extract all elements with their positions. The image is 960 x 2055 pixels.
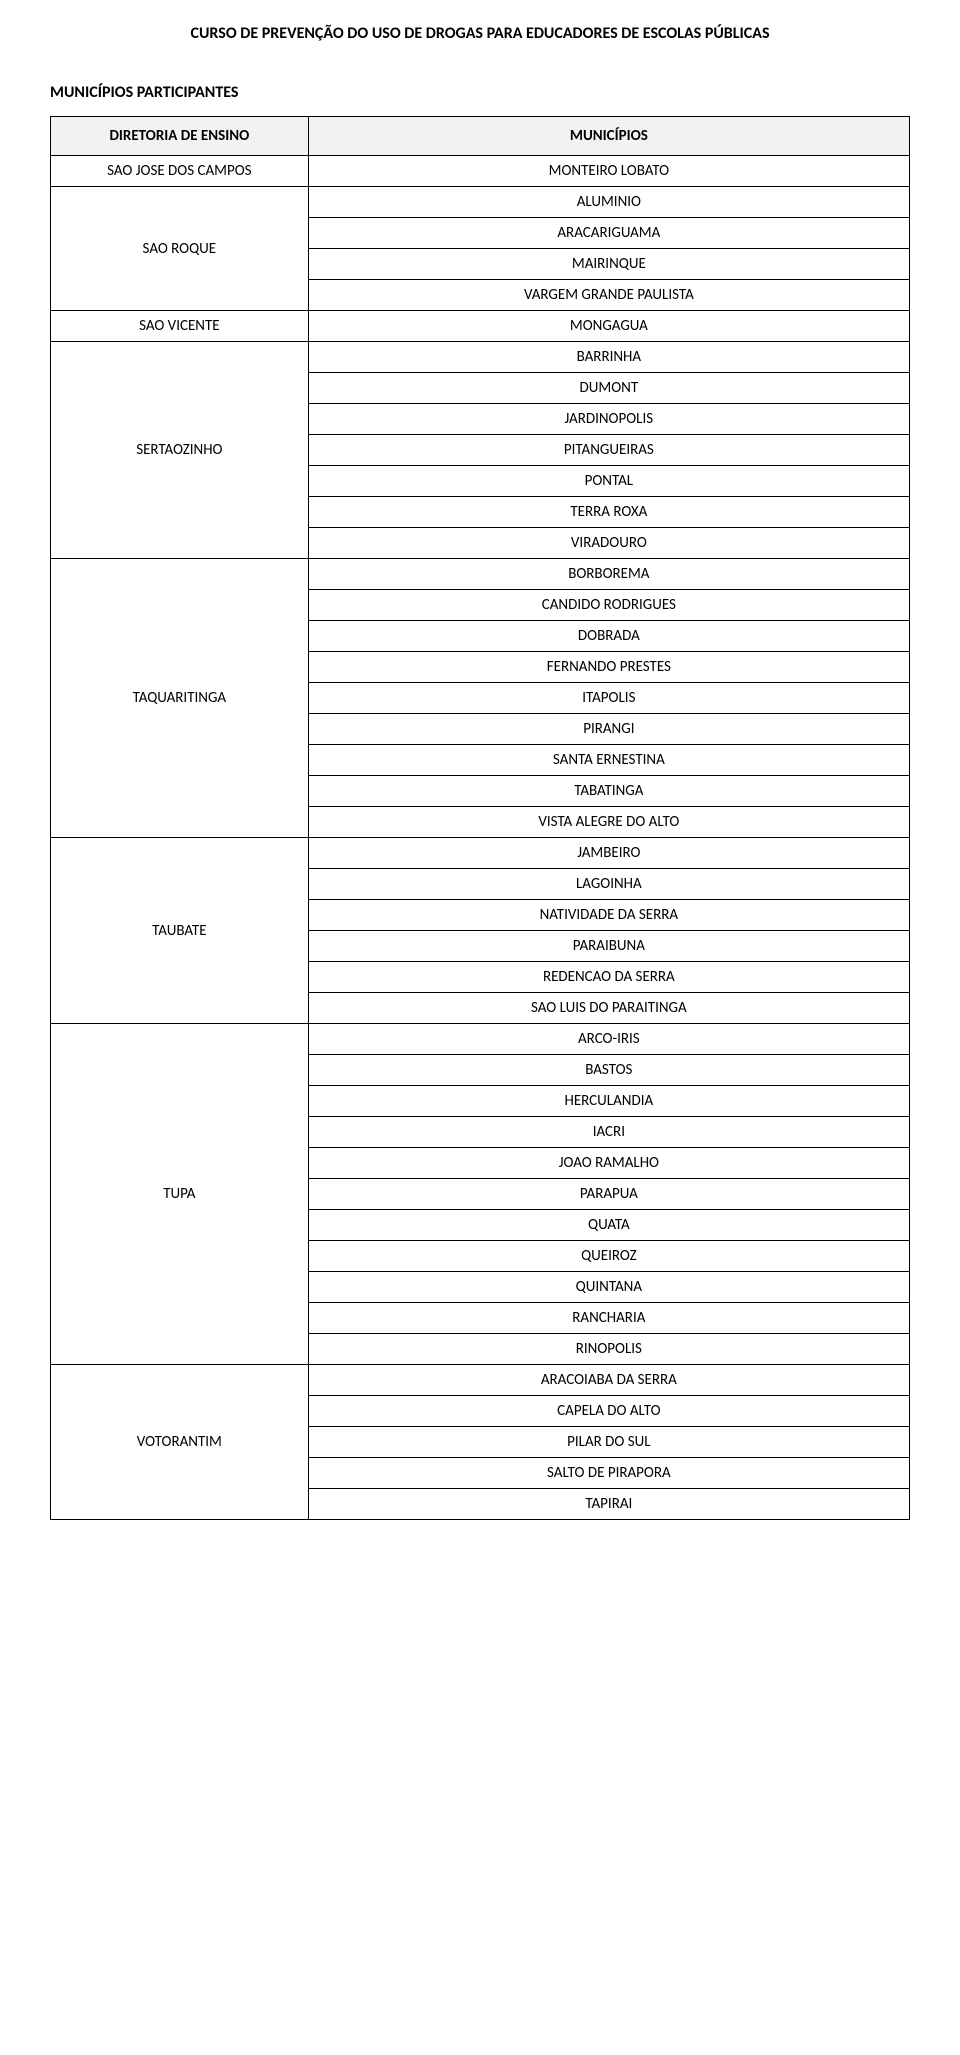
table-header-row: DIRETORIA DE ENSINO MUNICÍPIOS bbox=[51, 117, 910, 156]
diretoria-cell: SAO VICENTE bbox=[51, 311, 309, 342]
municipio-cell: JAMBEIRO bbox=[308, 838, 909, 869]
table-row: SAO ROQUEALUMINIO bbox=[51, 187, 910, 218]
municipio-cell: VIRADOURO bbox=[308, 528, 909, 559]
municipio-cell: TERRA ROXA bbox=[308, 497, 909, 528]
municipios-table: DIRETORIA DE ENSINO MUNICÍPIOS SAO JOSE … bbox=[50, 116, 910, 1520]
municipio-cell: IACRI bbox=[308, 1117, 909, 1148]
municipio-cell: PONTAL bbox=[308, 466, 909, 497]
diretoria-cell: SERTAOZINHO bbox=[51, 342, 309, 559]
diretoria-cell: TAQUARITINGA bbox=[51, 559, 309, 838]
municipio-cell: VISTA ALEGRE DO ALTO bbox=[308, 807, 909, 838]
table-row: SERTAOZINHOBARRINHA bbox=[51, 342, 910, 373]
municipio-cell: BASTOS bbox=[308, 1055, 909, 1086]
diretoria-cell: TUPA bbox=[51, 1024, 309, 1365]
municipio-cell: RANCHARIA bbox=[308, 1303, 909, 1334]
municipio-cell: TAPIRAI bbox=[308, 1489, 909, 1520]
municipio-cell: JARDINOPOLIS bbox=[308, 404, 909, 435]
header-municipios: MUNICÍPIOS bbox=[308, 117, 909, 156]
municipio-cell: DOBRADA bbox=[308, 621, 909, 652]
municipio-cell: SALTO DE PIRAPORA bbox=[308, 1458, 909, 1489]
municipio-cell: PILAR DO SUL bbox=[308, 1427, 909, 1458]
municipio-cell: MONTEIRO LOBATO bbox=[308, 156, 909, 187]
table-row: VOTORANTIMARACOIABA DA SERRA bbox=[51, 1365, 910, 1396]
municipio-cell: CAPELA DO ALTO bbox=[308, 1396, 909, 1427]
municipio-cell: QUATA bbox=[308, 1210, 909, 1241]
municipio-cell: LAGOINHA bbox=[308, 869, 909, 900]
page: CURSO DE PREVENÇÃO DO USO DE DROGAS PARA… bbox=[0, 0, 960, 1560]
municipio-cell: PIRANGI bbox=[308, 714, 909, 745]
diretoria-cell: SAO ROQUE bbox=[51, 187, 309, 311]
municipio-cell: QUINTANA bbox=[308, 1272, 909, 1303]
municipio-cell: SAO LUIS DO PARAITINGA bbox=[308, 993, 909, 1024]
diretoria-cell: VOTORANTIM bbox=[51, 1365, 309, 1520]
municipio-cell: VARGEM GRANDE PAULISTA bbox=[308, 280, 909, 311]
municipio-cell: BARRINHA bbox=[308, 342, 909, 373]
table-row: SAO VICENTEMONGAGUA bbox=[51, 311, 910, 342]
municipio-cell: NATIVIDADE DA SERRA bbox=[308, 900, 909, 931]
municipio-cell: PITANGUEIRAS bbox=[308, 435, 909, 466]
municipio-cell: MONGAGUA bbox=[308, 311, 909, 342]
municipio-cell: SANTA ERNESTINA bbox=[308, 745, 909, 776]
municipio-cell: ALUMINIO bbox=[308, 187, 909, 218]
table-row: TAQUARITINGABORBOREMA bbox=[51, 559, 910, 590]
header-diretoria: DIRETORIA DE ENSINO bbox=[51, 117, 309, 156]
municipio-cell: QUEIROZ bbox=[308, 1241, 909, 1272]
diretoria-cell: SAO JOSE DOS CAMPOS bbox=[51, 156, 309, 187]
municipio-cell: TABATINGA bbox=[308, 776, 909, 807]
table-row: TUPAARCO-IRIS bbox=[51, 1024, 910, 1055]
municipio-cell: BORBOREMA bbox=[308, 559, 909, 590]
municipio-cell: MAIRINQUE bbox=[308, 249, 909, 280]
municipio-cell: ITAPOLIS bbox=[308, 683, 909, 714]
municipio-cell: HERCULANDIA bbox=[308, 1086, 909, 1117]
municipio-cell: ARACARIGUAMA bbox=[308, 218, 909, 249]
municipio-cell: ARCO-IRIS bbox=[308, 1024, 909, 1055]
document-title: CURSO DE PREVENÇÃO DO USO DE DROGAS PARA… bbox=[50, 24, 910, 43]
municipio-cell: RINOPOLIS bbox=[308, 1334, 909, 1365]
municipio-cell: JOAO RAMALHO bbox=[308, 1148, 909, 1179]
municipio-cell: FERNANDO PRESTES bbox=[308, 652, 909, 683]
municipio-cell: CANDIDO RODRIGUES bbox=[308, 590, 909, 621]
diretoria-cell: TAUBATE bbox=[51, 838, 309, 1024]
municipio-cell: ARACOIABA DA SERRA bbox=[308, 1365, 909, 1396]
municipio-cell: DUMONT bbox=[308, 373, 909, 404]
municipio-cell: REDENCAO DA SERRA bbox=[308, 962, 909, 993]
municipio-cell: PARAPUA bbox=[308, 1179, 909, 1210]
table-body: SAO JOSE DOS CAMPOSMONTEIRO LOBATOSAO RO… bbox=[51, 156, 910, 1520]
table-row: TAUBATEJAMBEIRO bbox=[51, 838, 910, 869]
table-row: SAO JOSE DOS CAMPOSMONTEIRO LOBATO bbox=[51, 156, 910, 187]
municipio-cell: PARAIBUNA bbox=[308, 931, 909, 962]
section-subtitle: MUNICÍPIOS PARTICIPANTES bbox=[50, 83, 910, 102]
